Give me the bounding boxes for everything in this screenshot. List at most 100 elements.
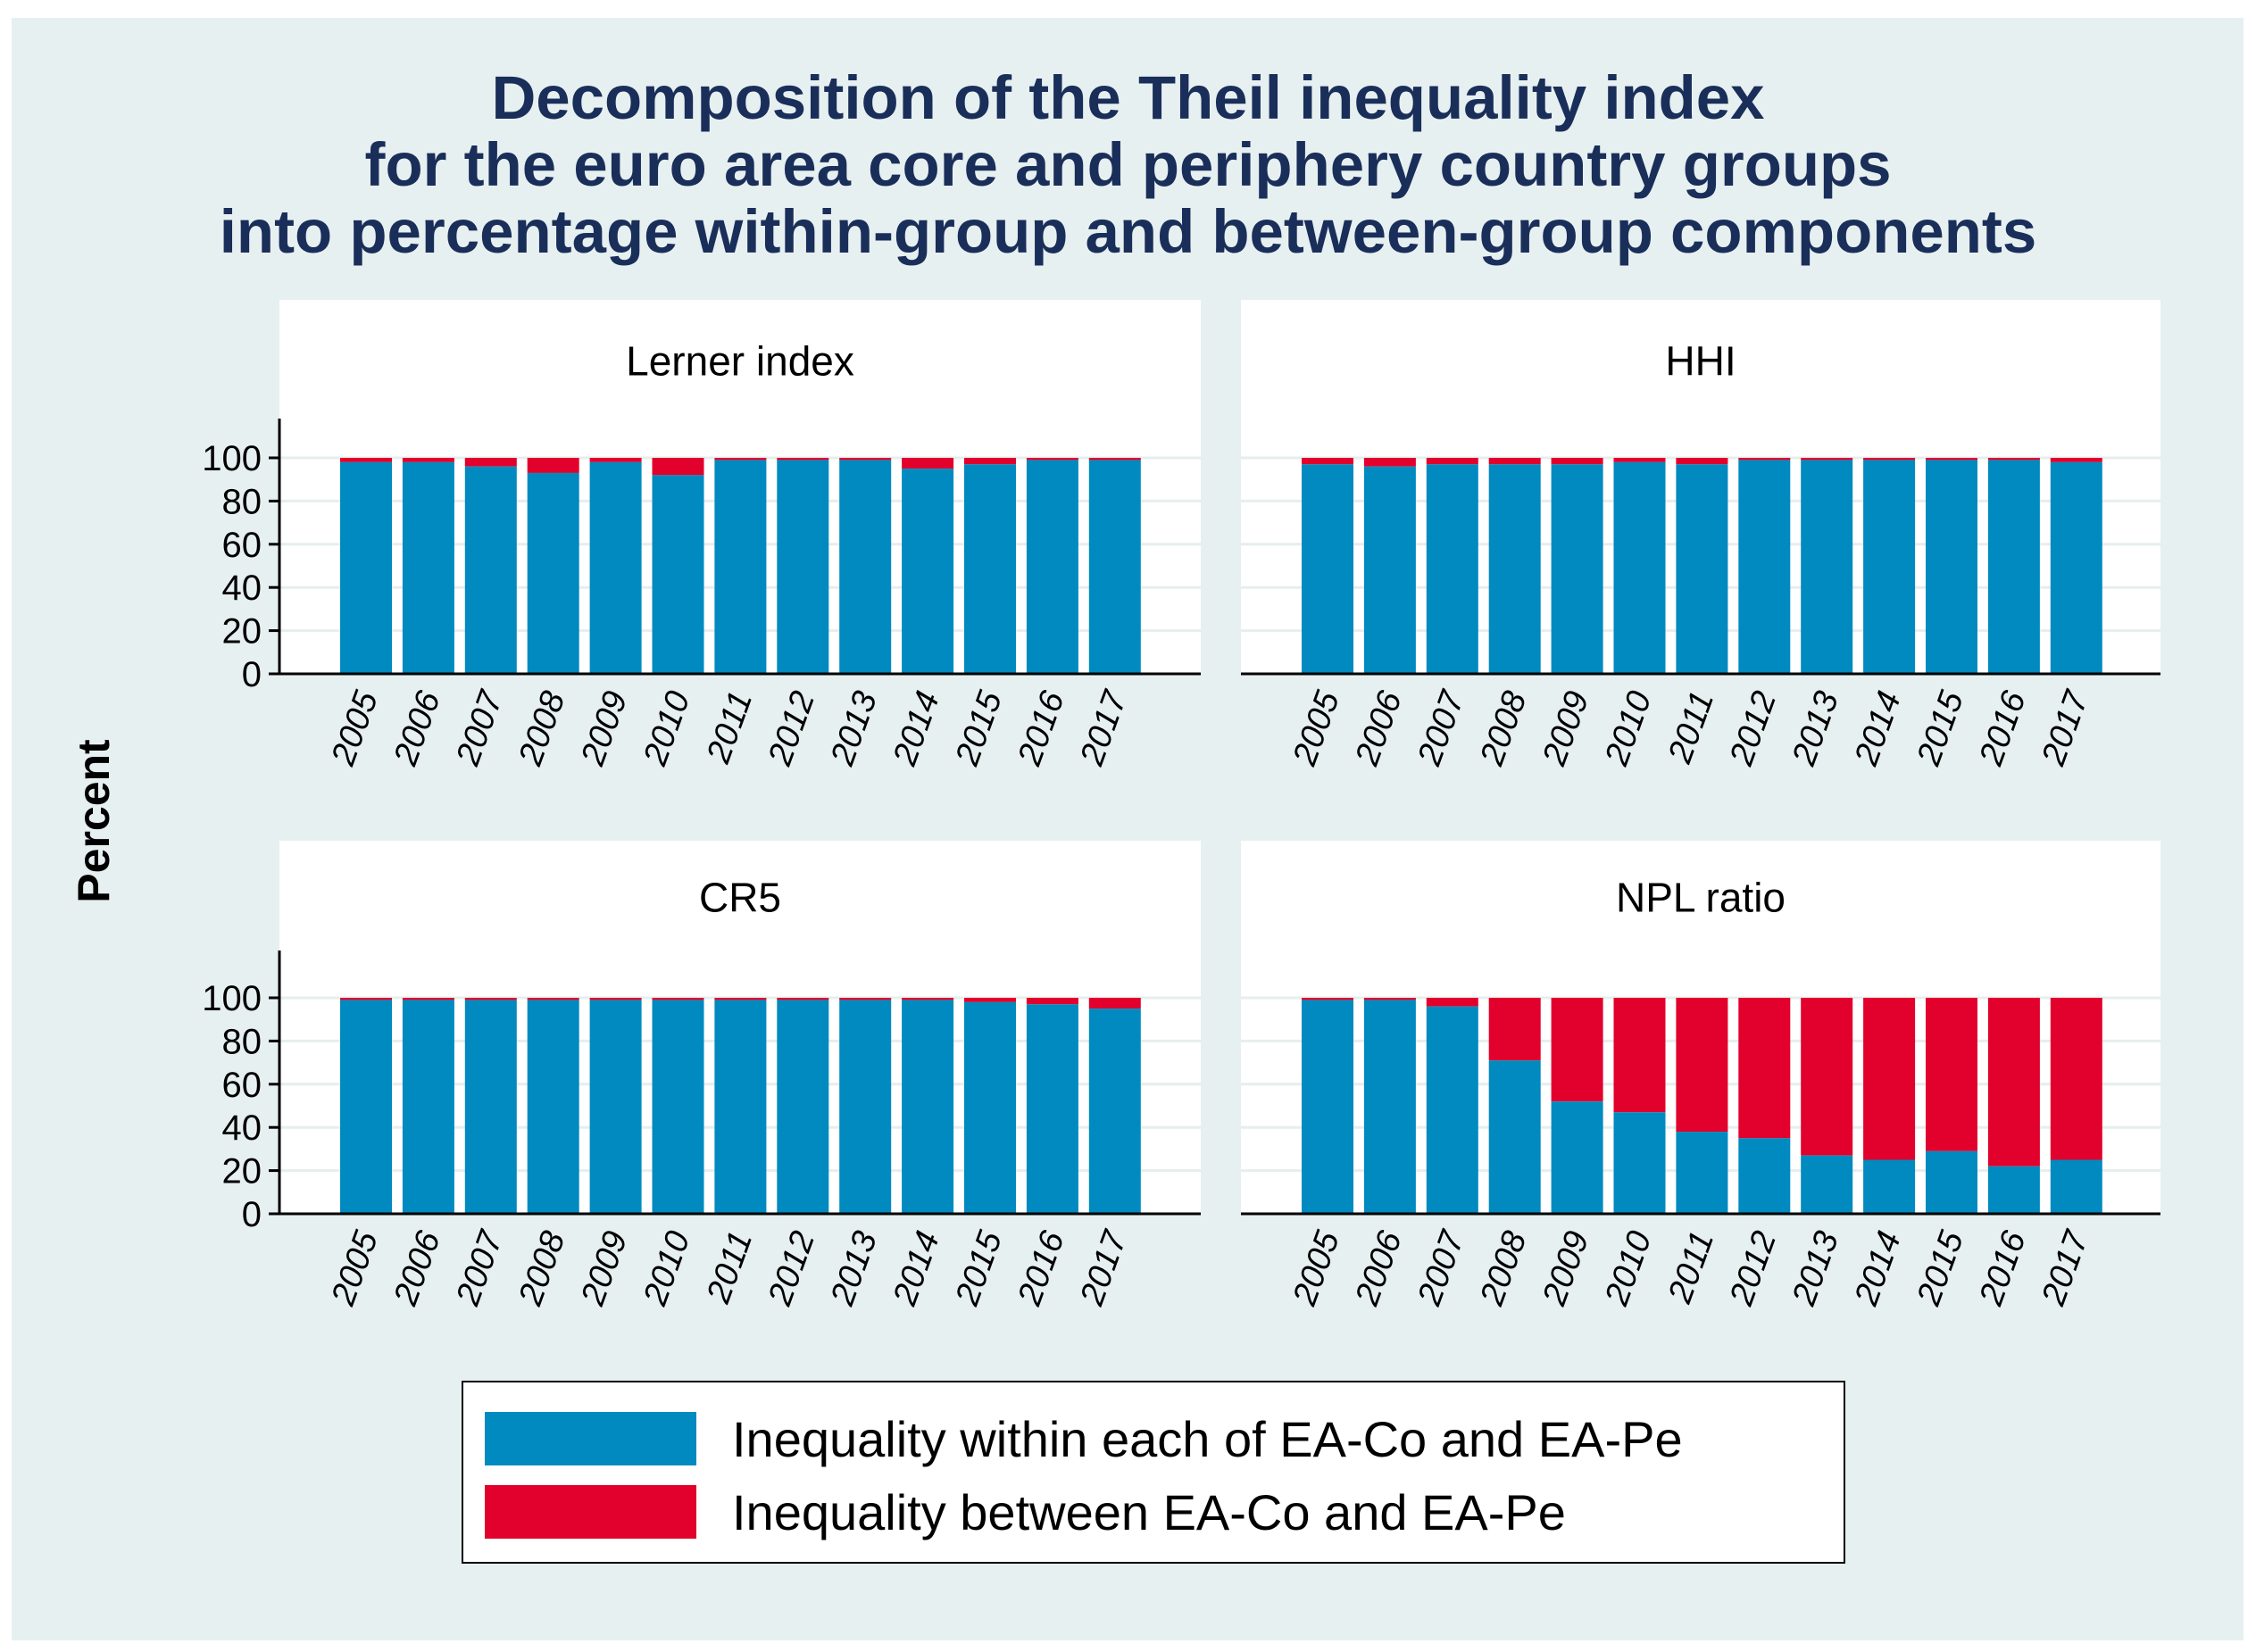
title-line-1: Decomposition of the Theil inequality in… (491, 63, 1765, 132)
x-tick-label: 2010 (637, 1226, 698, 1311)
bar-between-2007 (1426, 998, 1478, 1007)
x-tick-label: 2010 (1598, 1226, 1660, 1311)
x-tick-label: 2012 (761, 686, 822, 771)
x-tick-label: 2015 (948, 1225, 1010, 1311)
bar-between-2010 (1613, 998, 1666, 1113)
bar-within-2016 (1987, 1166, 2040, 1214)
bar-within-2013 (1801, 460, 1853, 674)
bar-between-2014 (1863, 998, 1916, 1160)
bar-between-2008 (1488, 998, 1541, 1061)
bar-between-2009 (1551, 998, 1603, 1102)
bar-within-2006 (1363, 1000, 1416, 1214)
x-tick-label: 2009 (574, 686, 636, 771)
x-tick-label: 2013 (823, 686, 885, 771)
y-tick-label: 60 (222, 1066, 262, 1105)
x-tick-label: 2008 (512, 1226, 573, 1311)
panel-header (279, 300, 1201, 419)
bar-within-2007 (464, 466, 517, 674)
legend-label-within: Inequality within each of EA-Co and EA-P… (732, 1410, 1683, 1467)
bar-within-2016 (1987, 460, 2040, 674)
panel-title: HHI (1665, 338, 1736, 385)
bar-within-2015 (964, 464, 1016, 674)
x-tick-label: 2005 (1286, 1225, 1347, 1311)
bar-between-2017 (1088, 998, 1141, 1009)
bar-between-2014 (902, 998, 954, 1000)
x-tick-label: 2012 (761, 1226, 822, 1311)
bar-between-2006 (402, 998, 454, 1000)
x-tick-label: 2007 (1411, 1224, 1472, 1310)
panel-1: Lerner index 2005 2006 2007 2008 2009 2010 2011… (202, 300, 1201, 771)
x-tick-label: 2005 (324, 685, 386, 771)
y-tick-label: 40 (222, 1108, 262, 1148)
y-tick-label: 20 (222, 1152, 262, 1191)
bar-within-2013 (1801, 1155, 1853, 1214)
bar-between-2015 (1926, 458, 1977, 461)
bar-within-2012 (1738, 460, 1791, 674)
bar-within-2006 (402, 461, 454, 674)
x-tick-label: 2017 (1073, 685, 1135, 770)
legend-swatch-within (485, 1412, 696, 1465)
legend: Inequality within each of EA-Co and EA-P… (462, 1381, 1845, 1564)
x-tick-label: 2011 (1661, 1226, 1722, 1308)
bar-between-2016 (1987, 458, 2040, 461)
y-tick-label: 40 (222, 569, 262, 608)
chart-title: Decomposition of the Theil inequality in… (0, 64, 2256, 265)
bar-between-2005 (1302, 998, 1353, 1000)
bar-within-2014 (1863, 460, 1916, 674)
panel-header (279, 841, 1201, 951)
bar-within-2008 (1488, 1060, 1541, 1214)
bar-between-2015 (1926, 998, 1977, 1151)
bar-within-2007 (1426, 1006, 1478, 1214)
x-tick-label: 2014 (1847, 686, 1909, 771)
bar-between-2014 (1863, 458, 1916, 461)
bar-between-2017 (1088, 458, 1141, 461)
bar-between-2005 (340, 998, 392, 1000)
x-tick-label: 2009 (1536, 1226, 1597, 1311)
bar-between-2008 (527, 458, 579, 473)
bar-between-2013 (839, 998, 892, 1000)
legend-label-between: Inequality between EA-Co and EA-Pe (732, 1483, 1566, 1540)
x-tick-label: 2017 (2035, 685, 2096, 770)
y-tick-label: 0 (242, 1195, 262, 1234)
x-tick-label: 2013 (1785, 1226, 1846, 1311)
bar-between-2009 (1551, 458, 1603, 465)
bar-within-2009 (1551, 464, 1603, 674)
bar-within-2014 (1863, 1159, 1916, 1214)
x-tick-label: 2012 (1722, 1226, 1784, 1311)
bar-between-2011 (714, 458, 767, 461)
bar-within-2005 (1302, 464, 1353, 674)
bar-between-2017 (2050, 998, 2102, 1160)
bar-within-2005 (340, 1000, 392, 1214)
bar-between-2011 (1676, 998, 1728, 1133)
x-tick-label: 2010 (637, 686, 698, 771)
bar-between-2012 (777, 458, 829, 461)
bar-between-2012 (1738, 998, 1791, 1139)
x-tick-label: 2012 (1722, 686, 1784, 771)
x-tick-label: 2011 (700, 1226, 761, 1308)
x-tick-label: 2014 (886, 1226, 947, 1311)
x-tick-label: 2016 (1972, 1225, 2034, 1311)
x-tick-label: 2007 (1411, 685, 1472, 770)
bar-within-2011 (714, 460, 767, 674)
bar-within-2013 (839, 460, 892, 674)
bar-within-2011 (714, 1000, 767, 1214)
y-tick-label: 80 (222, 482, 262, 521)
bar-within-2014 (902, 1000, 954, 1214)
bar-between-2014 (902, 458, 954, 469)
bar-within-2009 (589, 1000, 642, 1214)
bar-within-2005 (1302, 1000, 1353, 1214)
x-tick-label: 2015 (948, 685, 1010, 771)
x-tick-label: 2016 (1011, 1225, 1072, 1311)
bar-within-2010 (1613, 1112, 1666, 1214)
panel-title: Lerner index (626, 338, 854, 385)
bar-within-2006 (1363, 466, 1416, 674)
title-line-2: for the euro area core and periphery cou… (364, 130, 1892, 199)
bar-within-2010 (1613, 461, 1666, 674)
x-tick-label: 2006 (387, 685, 448, 771)
x-tick-label: 2006 (1348, 1225, 1410, 1311)
y-tick-label: 0 (242, 655, 262, 694)
